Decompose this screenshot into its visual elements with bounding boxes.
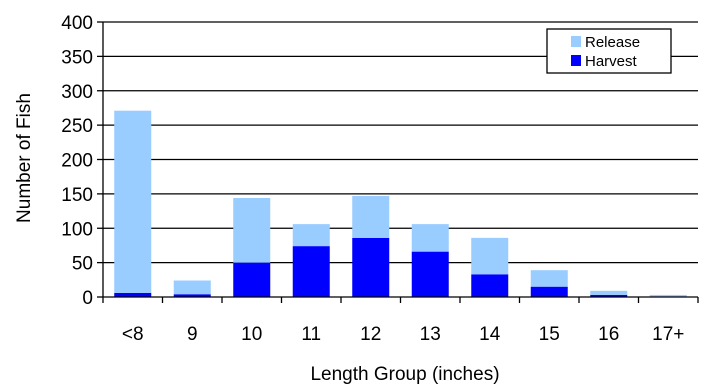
bar-release-6: [471, 237, 509, 275]
y-tick-label: 150: [61, 185, 93, 206]
bar-release-5: [411, 224, 449, 252]
bar-harvest-5: [411, 251, 449, 297]
y-tick-label: 250: [61, 116, 93, 137]
y-tick-label: 0: [82, 288, 93, 309]
bar-release-8: [590, 290, 628, 295]
bar-harvest-0: [114, 292, 152, 297]
y-tick-label: 400: [61, 13, 93, 34]
x-tick-label: 14: [479, 324, 501, 345]
y-tick-label: 350: [61, 47, 93, 68]
legend-swatch-harvest: [571, 55, 581, 66]
x-tick-label: <8: [122, 324, 144, 345]
bar-harvest-4: [352, 237, 390, 297]
x-tick-label: 9: [187, 324, 198, 345]
bar-harvest-1: [173, 294, 211, 297]
y-tick-label: 100: [61, 219, 93, 240]
bar-harvest-2: [233, 262, 271, 297]
axes: [97, 21, 699, 303]
bar-release-4: [352, 195, 390, 238]
legend-label-harvest: Harvest: [585, 53, 638, 70]
y-tick-label: 50: [72, 254, 93, 275]
x-tick-label: 13: [420, 324, 441, 345]
x-tick-label: 15: [539, 324, 560, 345]
y-tick-label: 200: [61, 151, 93, 172]
x-tick-label: 11: [301, 324, 321, 345]
bars: [114, 110, 687, 297]
tick-labels: 0 50 100 150 200 250 300 350 400 <8 9 10 11 12 13 14 15 1…: [61, 13, 684, 345]
bar-release-9: [649, 294, 687, 297]
bar-harvest-7: [530, 286, 568, 297]
x-tick-label: 16: [598, 324, 619, 345]
legend-label-release: Release: [585, 34, 640, 51]
x-tick-label: 12: [360, 324, 381, 345]
y-tick-label: 300: [61, 82, 93, 103]
bar-release-1: [173, 280, 211, 295]
gridlines: [103, 21, 698, 264]
bar-release-3: [292, 224, 330, 247]
x-tick-label: 17+: [652, 324, 684, 345]
bar-release-7: [530, 270, 568, 287]
legend: Release Harvest: [546, 28, 672, 74]
bar-release-0: [114, 110, 152, 293]
bar-harvest-6: [471, 274, 509, 297]
legend-box: [546, 28, 672, 74]
x-tick-label: 10: [241, 324, 262, 345]
bar-release-2: [233, 198, 271, 263]
bar-harvest-8: [590, 294, 628, 297]
y-axis-label: Number of Fish: [14, 93, 35, 223]
bar-harvest-3: [292, 246, 330, 297]
legend-swatch-release: [571, 36, 581, 47]
x-axis-label: Length Group (inches): [310, 364, 499, 385]
